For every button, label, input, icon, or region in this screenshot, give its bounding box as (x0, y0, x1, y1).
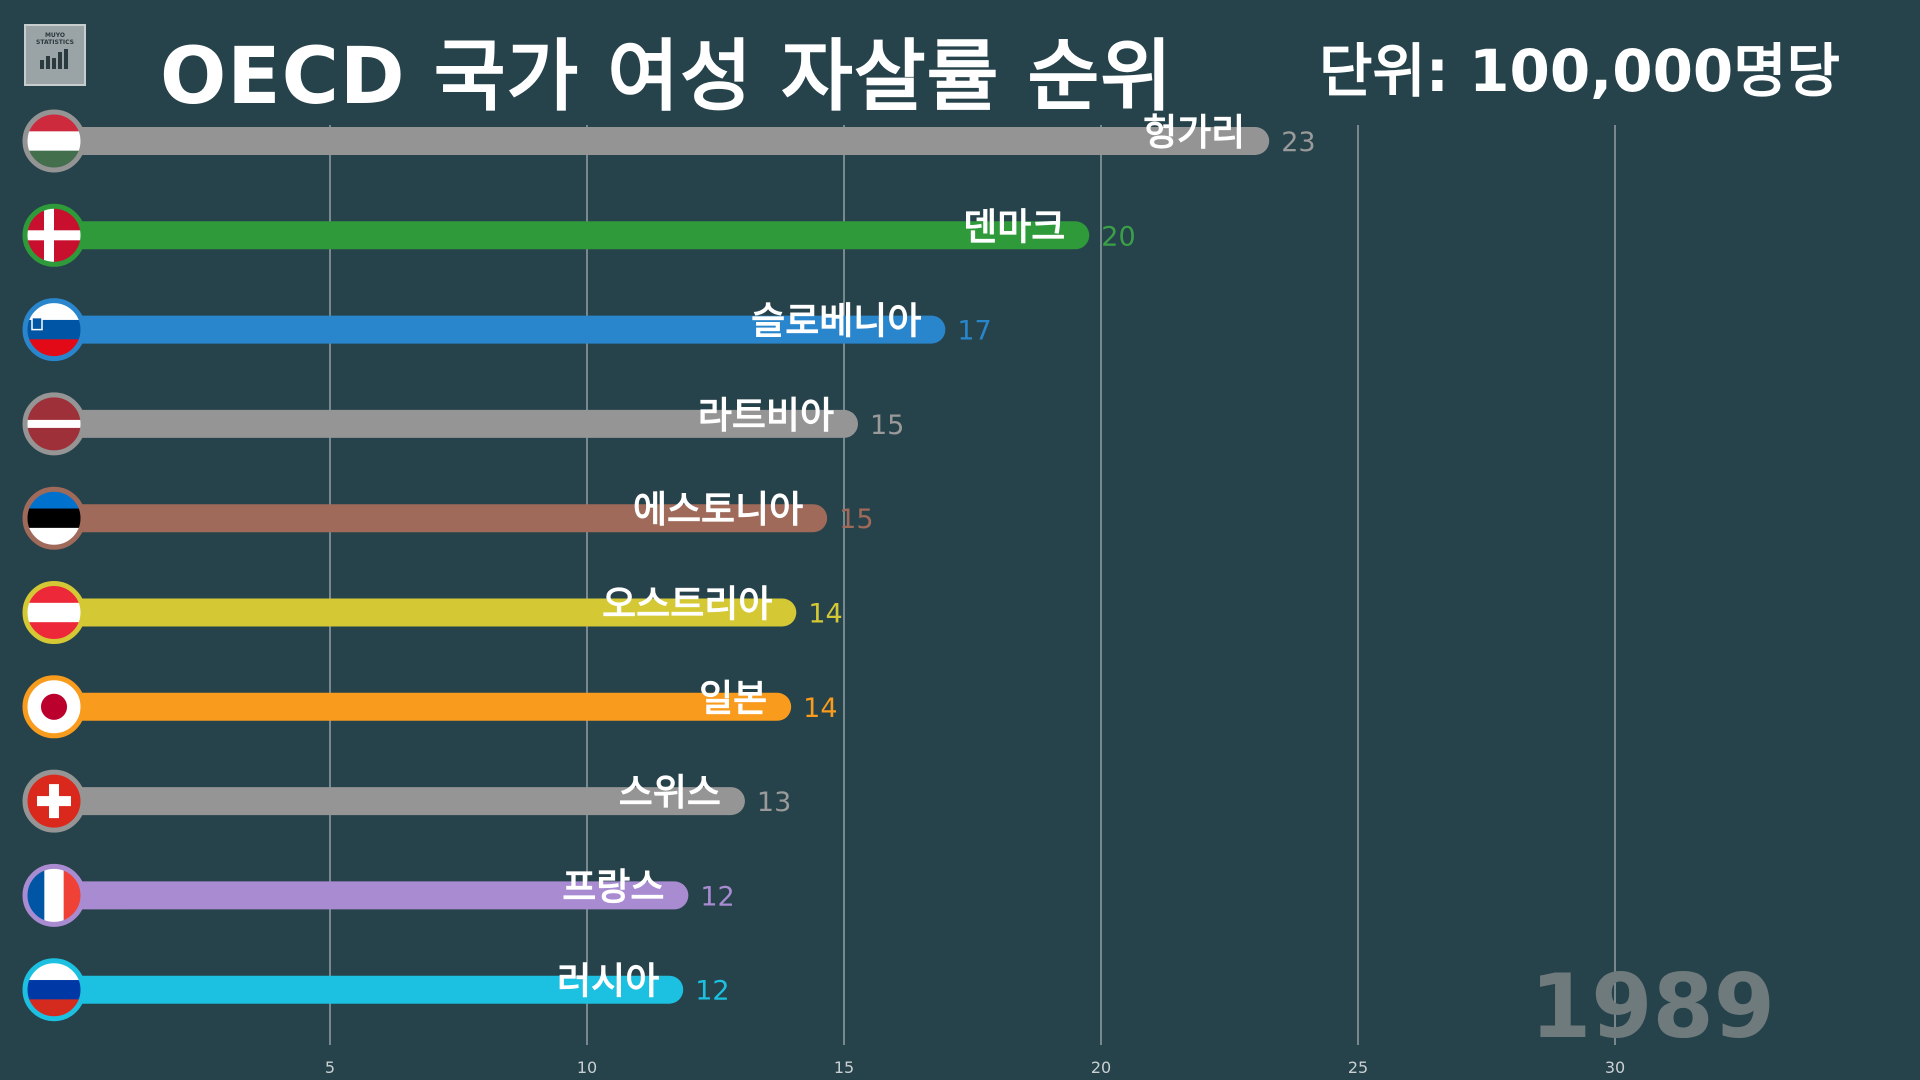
logo-line2: STATISTICS (36, 39, 74, 46)
flag-ring (22, 769, 86, 833)
value-label: 12 (695, 976, 729, 1007)
logo-line1: MUYO (44, 32, 66, 39)
x-tick-label: 15 (834, 1058, 854, 1077)
x-tick-label: 30 (1605, 1058, 1625, 1077)
value-label: 14 (803, 693, 837, 724)
x-tick-label: 25 (1348, 1058, 1368, 1077)
flag-ring (22, 392, 86, 456)
flag-ring (22, 958, 86, 1022)
chart-title: OECD 국가 여성 자살률 순위 (160, 32, 1174, 122)
value-label: 12 (700, 881, 734, 912)
value-label: 13 (757, 787, 791, 818)
value-label: 15 (839, 504, 873, 535)
value-label: 17 (957, 316, 991, 347)
flag-ring (22, 675, 86, 739)
category-label: 덴마크 (963, 205, 1065, 248)
category-label: 헝가리 (1143, 111, 1245, 154)
category-label: 오스트리아 (602, 583, 772, 626)
category-label: 슬로베니아 (751, 300, 921, 343)
category-label: 에스토니아 (633, 488, 803, 531)
flag-ring (22, 863, 86, 927)
category-label: 일본 (699, 677, 767, 720)
flag-ring (22, 109, 86, 173)
value-label: 14 (808, 599, 842, 630)
category-label: 스위스 (619, 771, 721, 814)
channel-logo: MUYO STATISTICS (24, 24, 86, 86)
value-label: 15 (870, 410, 904, 441)
category-label: 라트비아 (698, 394, 834, 437)
unit-label: 단위: 100,000명당 (1319, 37, 1840, 105)
bar-chart-icon (40, 49, 68, 69)
flag-ring (22, 581, 86, 644)
value-label: 23 (1281, 127, 1315, 158)
value-label: 20 (1101, 221, 1135, 252)
flag-ring (22, 486, 86, 550)
x-tick-label: 5 (325, 1058, 335, 1077)
flag-ring (22, 298, 86, 362)
x-tick-label: 20 (1091, 1058, 1111, 1077)
flag-ring (22, 203, 86, 267)
category-label: 프랑스 (562, 865, 664, 908)
year-label: 1989 (1530, 955, 1775, 1058)
category-label: 러시아 (557, 960, 659, 1003)
x-tick-label: 10 (577, 1058, 597, 1077)
